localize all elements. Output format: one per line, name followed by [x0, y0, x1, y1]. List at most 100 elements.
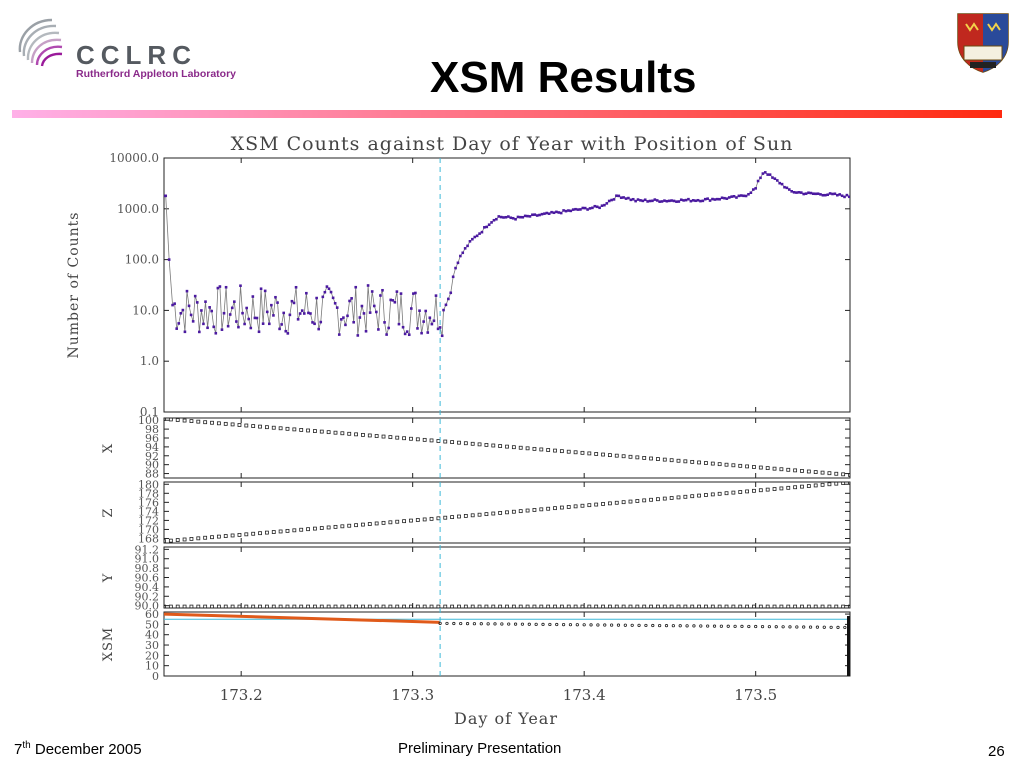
count-point	[377, 328, 380, 331]
point-z	[168, 538, 173, 543]
y-tick-label-y: 90.4	[135, 581, 160, 594]
count-point	[528, 215, 532, 218]
point-x	[745, 464, 749, 469]
point-y	[498, 604, 503, 608]
point-x	[313, 429, 317, 433]
count-point	[509, 216, 513, 220]
point-x	[806, 469, 811, 474]
point-y	[518, 604, 523, 608]
count-point	[739, 194, 743, 197]
count-point	[370, 290, 374, 293]
point-y	[258, 604, 262, 608]
point-x	[381, 434, 386, 439]
count-point	[641, 199, 645, 203]
y-tick-label-xsm: 10	[145, 660, 159, 673]
xsm-point	[651, 623, 655, 628]
count-point	[206, 326, 209, 330]
point-y	[319, 604, 324, 608]
count-point	[307, 311, 310, 315]
count-point	[826, 193, 830, 197]
point-x	[230, 422, 235, 427]
point-y	[511, 604, 516, 608]
count-point	[403, 332, 407, 336]
point-x	[436, 439, 441, 443]
point-z	[313, 526, 317, 531]
point-z	[539, 507, 544, 512]
series-group-z	[164, 482, 850, 543]
y-tick-label-x: 90	[145, 459, 159, 472]
point-y	[614, 604, 619, 608]
point-y	[841, 604, 846, 608]
point-z	[656, 497, 660, 502]
point-z	[189, 537, 194, 541]
count-point	[381, 288, 384, 292]
count-point	[393, 300, 397, 304]
point-z	[361, 522, 365, 527]
point-x	[415, 437, 420, 442]
point-y	[271, 604, 276, 608]
count-point	[346, 314, 349, 318]
point-z	[505, 510, 509, 515]
point-y	[608, 604, 612, 608]
y-tick-label-xsm: 30	[145, 639, 159, 652]
y-tick-label-xsm: 50	[145, 618, 159, 631]
point-z	[566, 505, 571, 509]
point-y	[752, 604, 756, 608]
point-z	[525, 508, 530, 513]
count-point	[296, 317, 300, 321]
xsm-point	[760, 625, 765, 629]
count-point	[233, 300, 236, 303]
point-y	[669, 604, 674, 608]
plot-layer: 10000.0 1000.0 100.0 10.0 1.0 0.1 Number of Co…	[66, 151, 851, 704]
point-z	[690, 494, 695, 499]
count-point	[591, 206, 594, 210]
count-point	[280, 323, 283, 326]
count-point	[364, 329, 368, 333]
xsm-point	[520, 622, 525, 626]
count-point	[552, 211, 556, 215]
xsm-point	[733, 624, 737, 628]
count-point	[383, 321, 386, 324]
count-point	[249, 326, 253, 330]
point-z	[347, 523, 352, 528]
point-z	[841, 482, 846, 485]
point-y	[806, 604, 811, 608]
point-z	[704, 493, 708, 497]
count-point	[831, 192, 834, 196]
point-y	[347, 604, 352, 608]
y-tick-label-xsm: 0	[152, 670, 159, 683]
point-x	[621, 454, 626, 459]
count-point	[405, 330, 409, 333]
point-z	[532, 508, 537, 512]
point-y	[463, 604, 468, 608]
count-point	[368, 311, 372, 314]
point-y	[264, 604, 269, 608]
point-x	[511, 445, 516, 450]
point-x	[164, 418, 166, 421]
count-point	[699, 199, 702, 203]
count-point	[715, 197, 719, 201]
count-point	[216, 286, 220, 290]
xsm-point	[513, 622, 518, 626]
panel-y: 91.291.090.890.690.490.290.0 Y	[101, 543, 851, 613]
count-point	[713, 198, 717, 201]
count-point	[430, 322, 434, 326]
count-point	[792, 191, 796, 194]
point-z	[683, 494, 688, 499]
point-x	[210, 420, 214, 425]
count-point	[468, 240, 472, 243]
point-y	[168, 604, 173, 608]
xsm-point	[740, 624, 744, 628]
point-z	[628, 499, 633, 504]
count-point	[576, 208, 580, 211]
count-point	[579, 208, 582, 211]
count-point	[473, 235, 477, 239]
count-point	[540, 212, 544, 216]
point-x	[800, 469, 804, 473]
count-point	[521, 215, 525, 219]
point-y	[216, 604, 221, 608]
count-point	[319, 320, 323, 324]
page-number: 26	[988, 743, 1005, 760]
y-axis-label-y: Y	[101, 573, 116, 584]
